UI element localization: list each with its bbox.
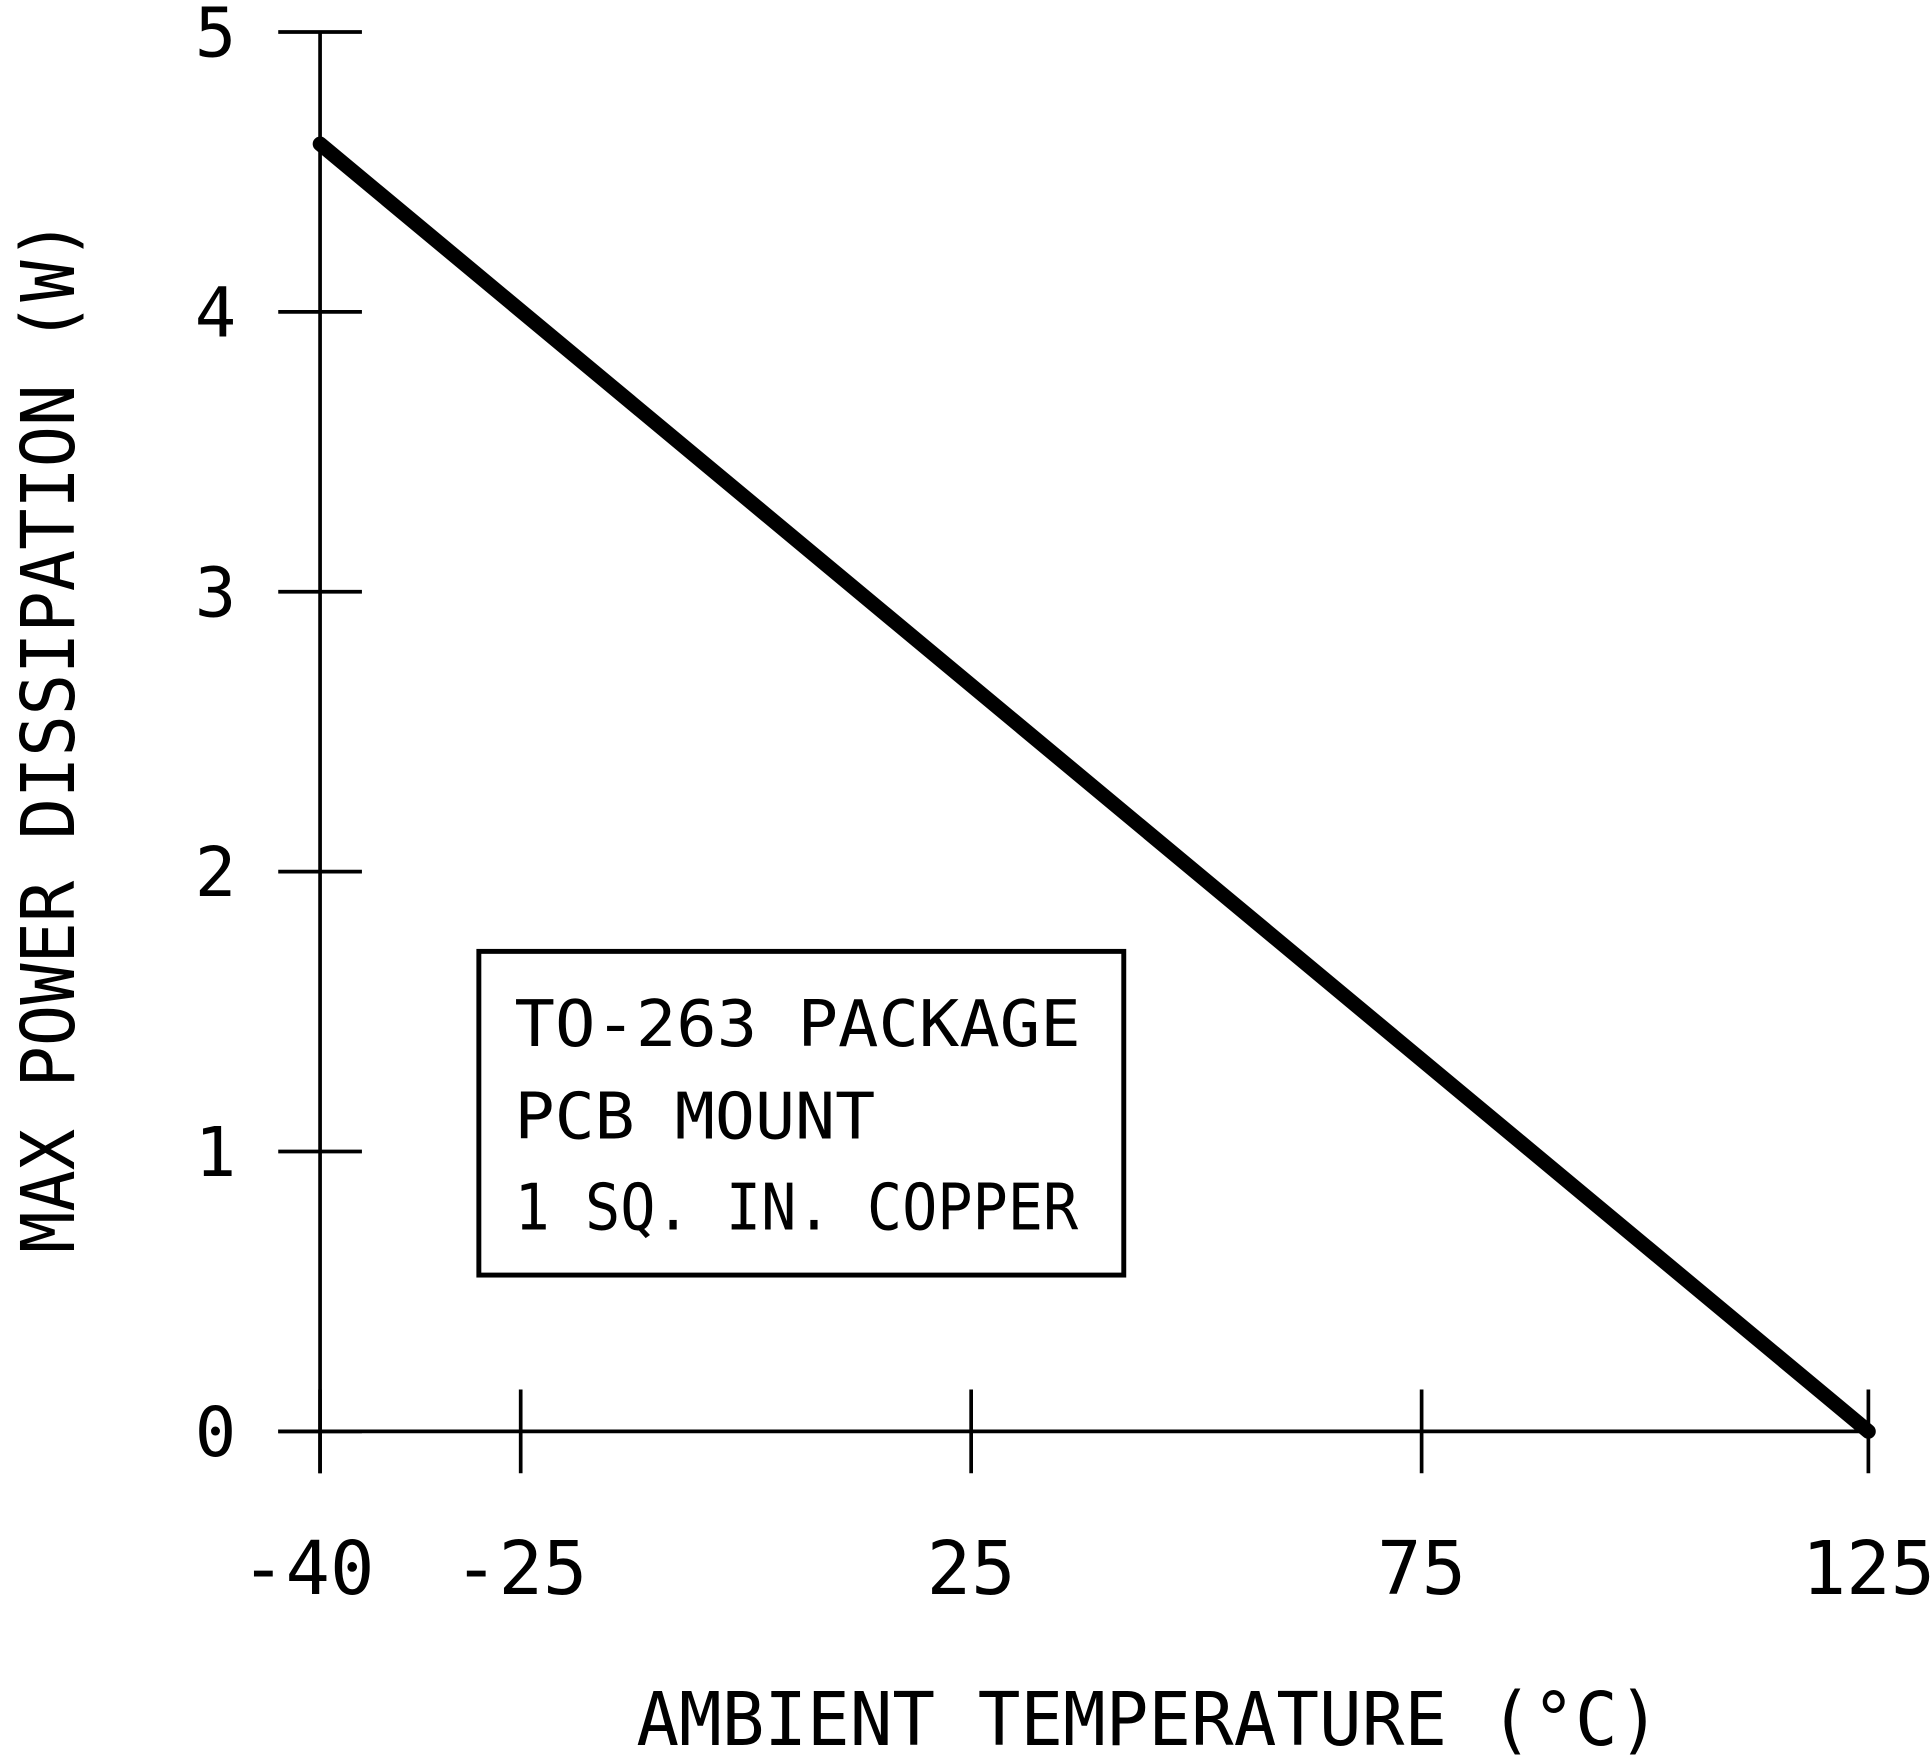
x-tick-label: 25 (927, 1526, 1016, 1612)
y-tick-label: 3 (195, 553, 237, 633)
y-tick-label: 0 (195, 1393, 237, 1473)
ticks: 0 1 2 3 4 5 -40 -25 25 75 125 (195, 0, 1930, 1612)
x-tick-label: -25 (454, 1526, 587, 1612)
annotation-line-1: TO-263 PACKAGE (515, 988, 1081, 1062)
annotation-line-2: PCB MOUNT (515, 1080, 876, 1154)
x-tick-label: -40 (241, 1526, 374, 1612)
annotation-line-3: 1 SQ. IN. COPPER (515, 1172, 1079, 1246)
x-tick-label: 125 (1802, 1526, 1930, 1612)
y-tick-label: 5 (195, 0, 237, 74)
y-tick-label: 1 (195, 1113, 237, 1193)
axes (278, 32, 1874, 1474)
y-axis-label: MAX POWER DISSIPATION (W) (6, 219, 92, 1253)
y-tick-label: 4 (195, 273, 237, 353)
annotation-box (476, 948, 1127, 1278)
x-axis-label: AMBIENT TEMPERATURE (°C) (636, 1677, 1660, 1760)
series (312, 136, 1876, 1439)
y-tick-label: 2 (195, 833, 237, 913)
x-tick-label: 75 (1377, 1526, 1466, 1612)
series-line (312, 136, 1876, 1439)
